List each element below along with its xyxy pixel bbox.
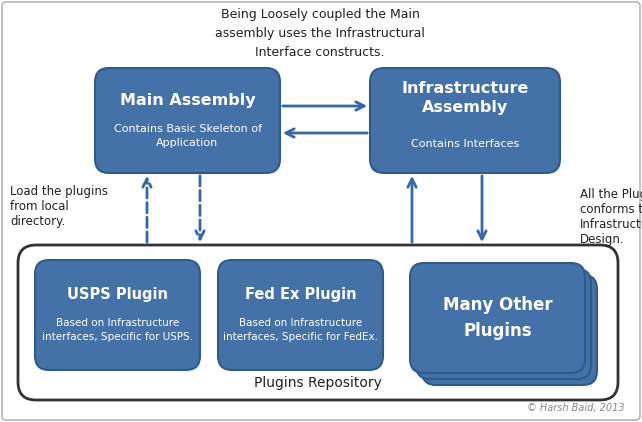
Text: Plugins Repository: Plugins Repository bbox=[254, 376, 382, 390]
Text: Main Assembly: Main Assembly bbox=[119, 92, 256, 108]
Text: All the Plugins
conforms to the
Infrastructural
Design.: All the Plugins conforms to the Infrastr… bbox=[580, 188, 642, 246]
FancyBboxPatch shape bbox=[422, 275, 597, 385]
Text: Load the plugins
from local
directory.: Load the plugins from local directory. bbox=[10, 185, 108, 228]
Text: Many Other
Plugins: Many Other Plugins bbox=[443, 297, 552, 340]
FancyBboxPatch shape bbox=[410, 263, 585, 373]
Text: Contains Basic Skeleton of
Application: Contains Basic Skeleton of Application bbox=[114, 124, 261, 148]
Text: © Harsh Baid, 2013: © Harsh Baid, 2013 bbox=[527, 403, 625, 413]
FancyBboxPatch shape bbox=[218, 260, 383, 370]
Text: Contains Interfaces: Contains Interfaces bbox=[411, 139, 519, 149]
FancyBboxPatch shape bbox=[35, 260, 200, 370]
Text: USPS Plugin: USPS Plugin bbox=[67, 287, 168, 303]
Text: Based on Infrastructure
interfaces, Specific for FedEx.: Based on Infrastructure interfaces, Spec… bbox=[223, 319, 378, 341]
FancyBboxPatch shape bbox=[18, 245, 618, 400]
FancyBboxPatch shape bbox=[95, 68, 280, 173]
FancyBboxPatch shape bbox=[416, 269, 591, 379]
Text: Based on Infrastructure
interfaces, Specific for USPS.: Based on Infrastructure interfaces, Spec… bbox=[42, 319, 193, 341]
Text: Fed Ex Plugin: Fed Ex Plugin bbox=[245, 287, 356, 303]
Text: Infrastructure
Assembly: Infrastructure Assembly bbox=[401, 81, 529, 115]
FancyBboxPatch shape bbox=[370, 68, 560, 173]
Text: Being Loosely coupled the Main
assembly uses the Infrastructural
Interface const: Being Loosely coupled the Main assembly … bbox=[215, 8, 425, 59]
